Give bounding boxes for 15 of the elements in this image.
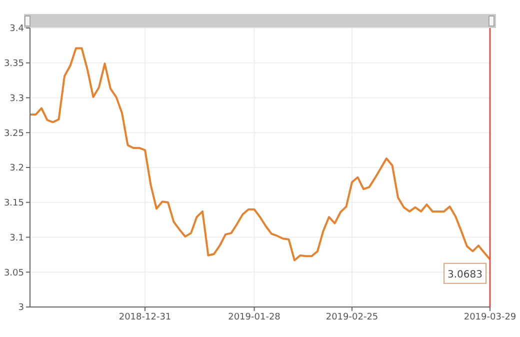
y-tick-label: 3.25 [4,128,24,139]
x-tick-label: 2019-01-28 [228,312,281,322]
y-tick-label: 3.1 [10,233,24,244]
y-tick-label: 3.2 [10,164,24,174]
y-tick-label: 3.3 [10,94,24,104]
x-tick-label: 2019-02-25 [326,312,378,322]
y-tick-label: 3.35 [4,59,24,70]
y-tick-label: 3 [18,303,24,314]
y-tick-label: 3.4 [10,24,24,34]
y-tick-label: 3.15 [4,198,24,209]
x-tick-label: 2018-12-31 [118,312,172,322]
annotation: 3.0683 [448,269,482,280]
x-tick-label: 2019-03-29 [464,312,516,322]
line-series [30,47,490,262]
y-tick-label: 3.05 [4,268,24,278]
